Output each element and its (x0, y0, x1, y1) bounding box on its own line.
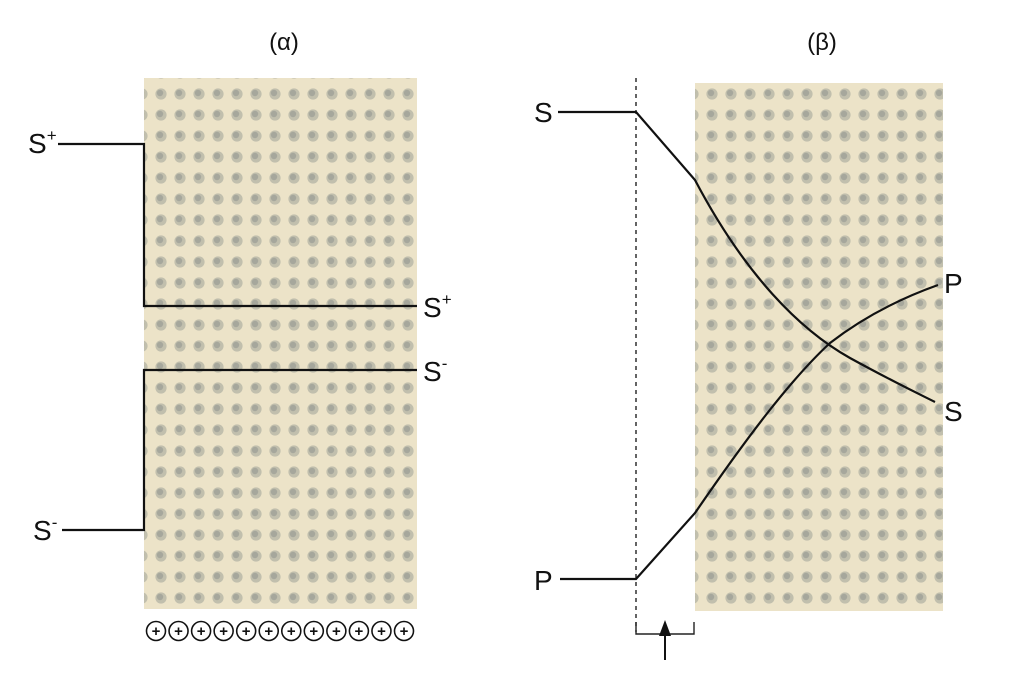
charge-circle (371, 620, 392, 642)
panel-b: (β) S P P S (534, 29, 963, 660)
charge-circle (213, 620, 234, 642)
positive-charge-icon: + (258, 620, 280, 642)
label-b-right-bottom: S (944, 396, 963, 427)
charge-circle (326, 620, 347, 642)
charge-circle (303, 620, 325, 642)
positive-charge-icon: + (213, 620, 234, 642)
charge-sign: + (400, 623, 409, 640)
charge-sign: + (197, 623, 206, 640)
positive-charge-icon: + (371, 620, 392, 642)
charge-sign: + (355, 623, 364, 640)
positive-charge-icon: + (303, 620, 325, 642)
charge-circle (393, 620, 415, 642)
positive-charge-icon: + (326, 620, 347, 642)
charge-sign: + (287, 623, 296, 640)
membrane-b (695, 83, 943, 611)
charge-circle (145, 620, 167, 642)
label-a-left-bottom: S- (33, 513, 57, 546)
arrow-up-icon (659, 620, 671, 636)
charge-circle (348, 620, 370, 642)
label-a-left-top: S+ (28, 126, 57, 159)
positive-charge-icon: + (190, 620, 212, 642)
positive-charge-icon: + (235, 620, 257, 642)
positive-charge-icon: + (393, 620, 415, 642)
panel-a: (α) S+ S- S+ S- + + + + + + + + + + + + (28, 29, 452, 642)
panel-a-title: (α) (269, 29, 299, 56)
label-a-right-top: S+ (423, 290, 452, 323)
charge-circle (190, 620, 212, 642)
charge-sign: + (332, 623, 341, 640)
charge-sign: + (174, 623, 183, 640)
charge-circle (235, 620, 257, 642)
charge-circle (258, 620, 280, 642)
panel-b-title: (β) (807, 29, 837, 56)
charge-circle (168, 620, 189, 642)
s-plus-gradient-line (58, 142, 417, 308)
membrane-a (144, 78, 417, 609)
s-minus-gradient-line (62, 368, 417, 532)
charge-sign: + (152, 623, 161, 640)
charge-sign: + (377, 623, 386, 640)
charge-sign: + (219, 623, 228, 640)
positive-charge-icon: + (348, 620, 370, 642)
product-curve (560, 283, 939, 581)
label-a-right-bottom: S- (423, 354, 447, 387)
surface-charges: + + + + + + + + + + + + (145, 620, 415, 642)
substrate-curve (558, 110, 936, 403)
positive-charge-icon: + (168, 620, 189, 642)
positive-charge-icon: + (145, 620, 167, 642)
charge-circle (280, 620, 302, 642)
label-b-right-top: P (944, 268, 963, 299)
charge-sign: + (309, 623, 318, 640)
charge-sign: + (264, 623, 273, 640)
charge-sign: + (242, 623, 251, 640)
label-b-left-top: S (534, 97, 553, 128)
positive-charge-icon: + (280, 620, 302, 642)
label-b-left-bottom: P (534, 565, 553, 596)
